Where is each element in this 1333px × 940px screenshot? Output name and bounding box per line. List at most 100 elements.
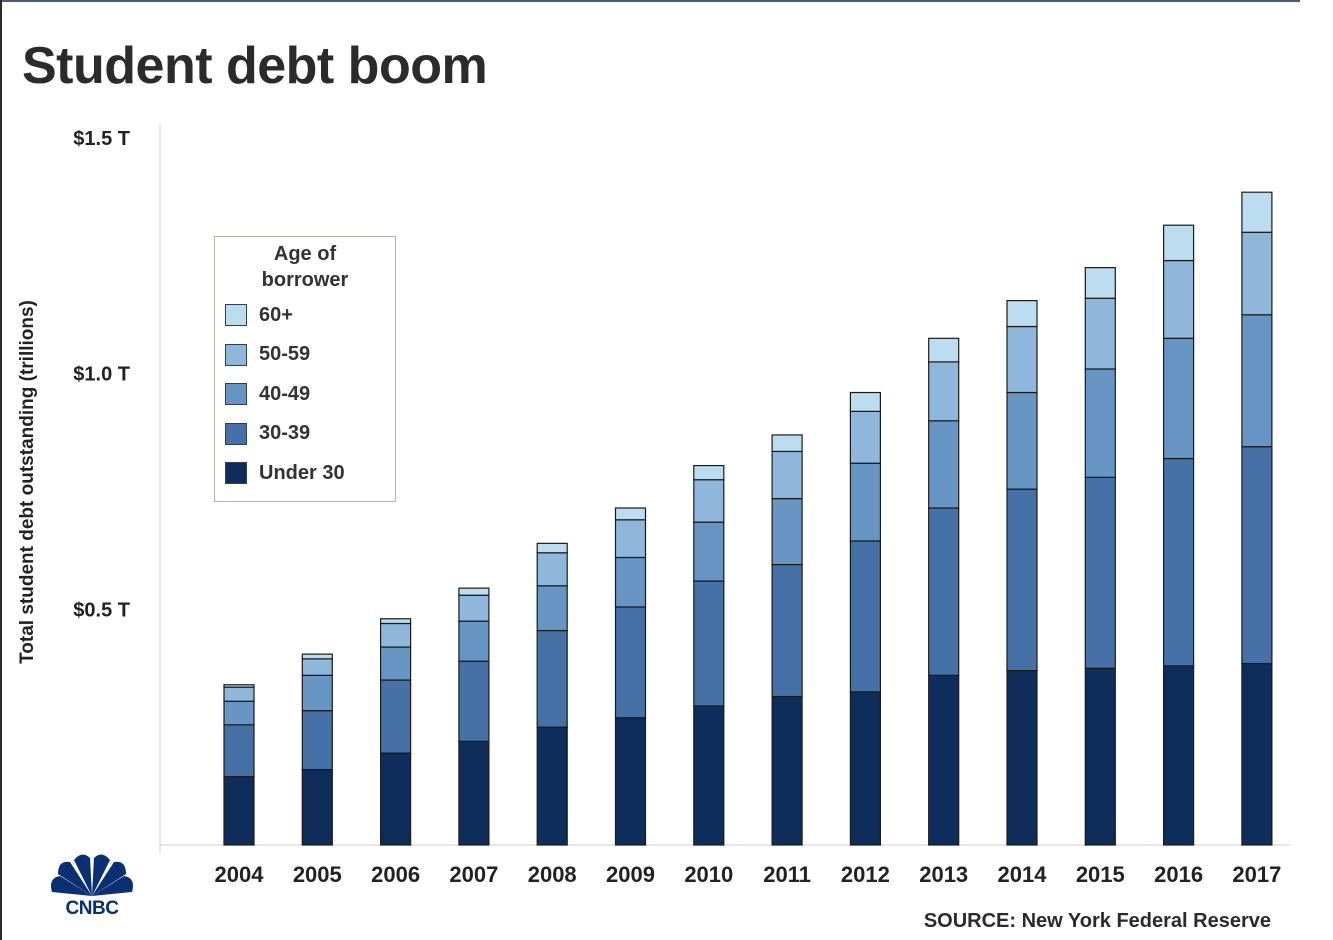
x-tick-label: 2013	[919, 862, 968, 887]
bar-segment	[771, 497, 803, 566]
bar-segment	[223, 684, 255, 688]
bar-segment	[301, 658, 333, 676]
bar-segment	[223, 686, 255, 702]
bar-segment	[928, 674, 960, 846]
legend-item: 30-39	[225, 422, 310, 446]
bar-segment	[693, 580, 725, 707]
top-rule	[0, 0, 1300, 2]
x-tick-label: 2008	[528, 862, 577, 887]
bar-segment	[928, 420, 960, 509]
bar-segment	[536, 585, 568, 632]
bar-segment	[1241, 662, 1273, 846]
bar-segment	[693, 464, 725, 481]
bar-segment	[1006, 488, 1038, 672]
bar-segment	[771, 450, 803, 500]
x-tick-label: 2016	[1154, 862, 1203, 887]
bar-segment	[771, 434, 803, 453]
bar-segment	[1084, 267, 1116, 299]
x-tick-label: 2011	[763, 862, 811, 887]
y-tick-label: $0.5 T	[73, 599, 130, 621]
source-note: SOURCE: New York Federal Reserve	[923, 910, 1271, 932]
legend-swatch	[225, 304, 247, 326]
bar-segment	[1241, 191, 1273, 233]
bar-segment	[458, 740, 490, 846]
bar-segment	[928, 361, 960, 422]
bar-segment	[693, 479, 725, 523]
bar-segment	[536, 726, 568, 846]
legend-label: Under 30	[259, 461, 345, 484]
bar-segment	[849, 540, 882, 693]
x-tick-label: 2009	[606, 862, 655, 887]
legend-swatch	[225, 343, 247, 366]
bar-segment	[614, 507, 647, 521]
bar-segment	[301, 710, 333, 771]
bar-segment	[771, 695, 803, 846]
bar-segment	[1006, 391, 1038, 490]
x-tick-label: 2005	[293, 862, 342, 887]
legend-item: Under 30	[225, 461, 345, 485]
bar-segment	[928, 507, 960, 676]
bar-segment	[849, 462, 882, 542]
bar-segment	[849, 391, 882, 412]
bar-segment	[849, 410, 882, 464]
bar-segment	[1162, 457, 1195, 667]
bar-segment	[1084, 297, 1116, 370]
bar-segment	[1006, 670, 1038, 846]
bar-segment	[1084, 368, 1116, 478]
bar-segment	[1162, 337, 1195, 460]
cnbc-logo-text: CNBC	[65, 898, 119, 919]
bar-segment	[380, 646, 412, 681]
legend-swatch	[225, 422, 247, 445]
x-tick-label: 2010	[684, 862, 733, 887]
legend-label: 30-39	[259, 422, 311, 444]
bar-segment	[849, 691, 882, 846]
x-tick-label: 2012	[841, 862, 890, 887]
bar-segment	[1006, 300, 1038, 328]
bar-segment	[1162, 259, 1195, 339]
legend-item: 60+	[225, 303, 293, 327]
legend-swatch	[225, 383, 247, 405]
x-tick-label: 2004	[215, 862, 265, 887]
x-tick-label: 2007	[449, 862, 498, 887]
bar-segment	[1084, 476, 1116, 669]
bar-segment	[380, 622, 412, 648]
bar-segment	[1162, 665, 1195, 846]
y-tick-label: $1.0 T	[73, 364, 130, 386]
bar-segment	[458, 594, 490, 622]
bar-segment	[458, 587, 490, 596]
chart-title: Student debt boom	[22, 37, 488, 95]
bar-segment	[536, 542, 568, 554]
bar-segment	[301, 674, 333, 712]
bar-segment	[614, 519, 647, 559]
bar-segment	[1006, 325, 1038, 394]
bar-segment	[380, 618, 412, 625]
bar-segment	[223, 776, 255, 846]
legend-item: 40-49	[225, 382, 310, 406]
x-tick-label: 2006	[371, 862, 420, 887]
bar-segment	[771, 563, 803, 698]
bar-segment	[614, 606, 647, 719]
bar-segment	[928, 337, 960, 363]
bar-segment	[458, 660, 490, 742]
bar-segment	[536, 629, 568, 728]
cnbc-peacock-icon	[51, 854, 133, 896]
bar-segment	[1162, 224, 1195, 262]
bar-segment	[301, 768, 333, 846]
legend: Age of borrower 60+ 50-59 40-49 30-39 Under …	[214, 236, 396, 502]
bar-segment	[223, 700, 255, 726]
bar-segment	[536, 552, 568, 587]
bar-segment	[301, 653, 333, 660]
x-tick-label: 2014	[998, 862, 1048, 887]
x-tick-label: 2015	[1076, 862, 1125, 887]
bar-segment	[1084, 667, 1116, 846]
bar-segment	[380, 752, 412, 846]
x-tick-label: 2017	[1232, 862, 1281, 887]
bar-segment	[380, 679, 412, 754]
bar-segment	[614, 556, 647, 608]
bar-segment	[223, 724, 255, 778]
bar-segment	[1241, 231, 1273, 316]
y-tick-label: $1.5 T	[73, 128, 130, 150]
legend-label: 50-59	[259, 343, 311, 365]
legend-item: 50-59	[225, 343, 310, 367]
